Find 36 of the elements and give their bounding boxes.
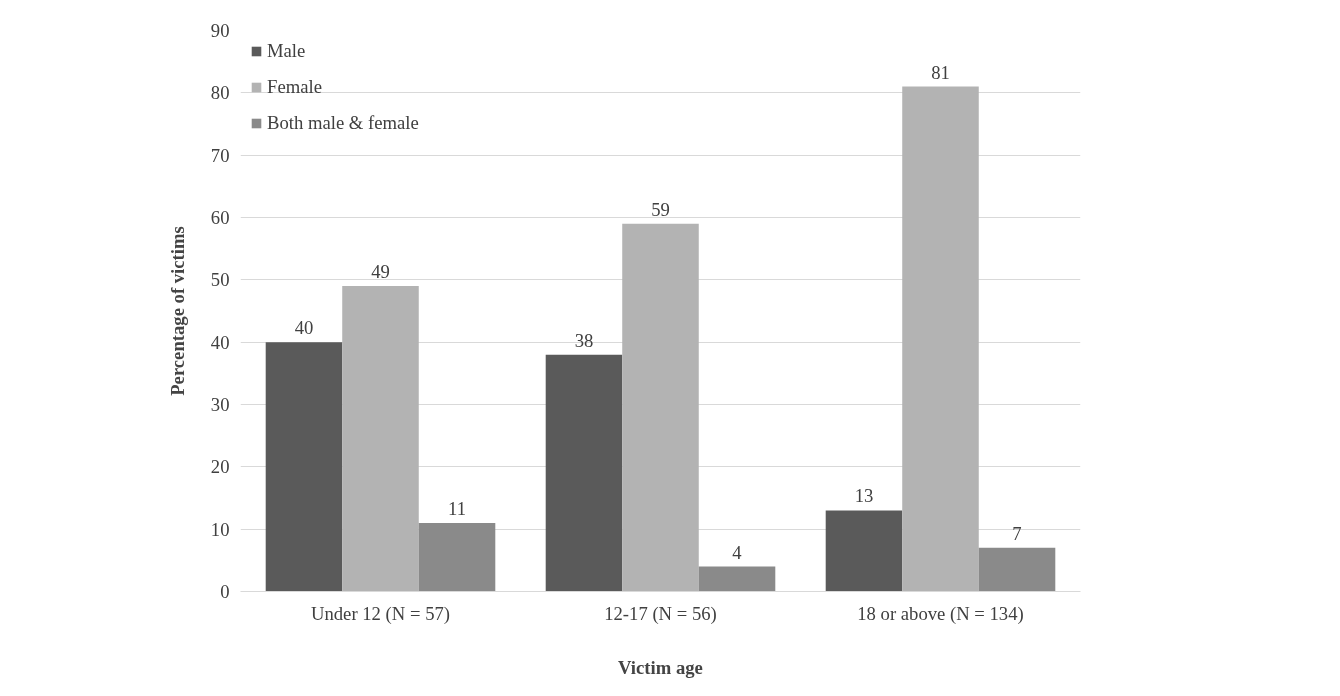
data-label: 81 [931, 61, 950, 83]
y-tick-label: 60 [210, 207, 230, 228]
bar [342, 286, 419, 592]
data-label: 40 [294, 317, 314, 339]
legend-label: Male [267, 40, 306, 62]
data-label: 4 [732, 541, 743, 563]
y-axis-title: Percentage of victims [166, 226, 188, 396]
bar [902, 86, 979, 592]
data-label: 49 [371, 261, 390, 283]
x-tick-label: Under 12 (N = 57) [310, 602, 451, 625]
bar [418, 522, 496, 592]
bar [622, 223, 699, 592]
y-tick-label: 10 [210, 518, 230, 540]
x-tick-label: 12-17 (N = 56) [604, 602, 717, 625]
data-label: 13 [854, 485, 874, 507]
legend-label: Both male & female [267, 112, 419, 134]
data-label: 59 [651, 198, 670, 220]
y-tick-label: 90 [210, 20, 230, 41]
data-label: 7 [1012, 522, 1022, 544]
bar [978, 547, 1056, 592]
y-tick-label: 30 [210, 394, 230, 415]
bar [825, 510, 903, 592]
legend-label: Female [267, 76, 322, 98]
x-axis-title: Victim age [618, 656, 703, 678]
y-tick-label: 70 [210, 144, 230, 166]
x-tick-label: 18 or above (N = 134) [857, 602, 1024, 625]
bar [265, 342, 343, 592]
bar [698, 566, 776, 592]
y-tick-label: 40 [210, 331, 230, 353]
y-tick-label: 50 [210, 269, 230, 291]
bar [545, 354, 623, 592]
data-label: 38 [574, 329, 594, 351]
y-tick-label: 20 [210, 456, 230, 478]
y-tick-label: 80 [210, 82, 230, 104]
data-label: 11 [448, 497, 467, 519]
y-tick-label: 0 [220, 581, 230, 602]
